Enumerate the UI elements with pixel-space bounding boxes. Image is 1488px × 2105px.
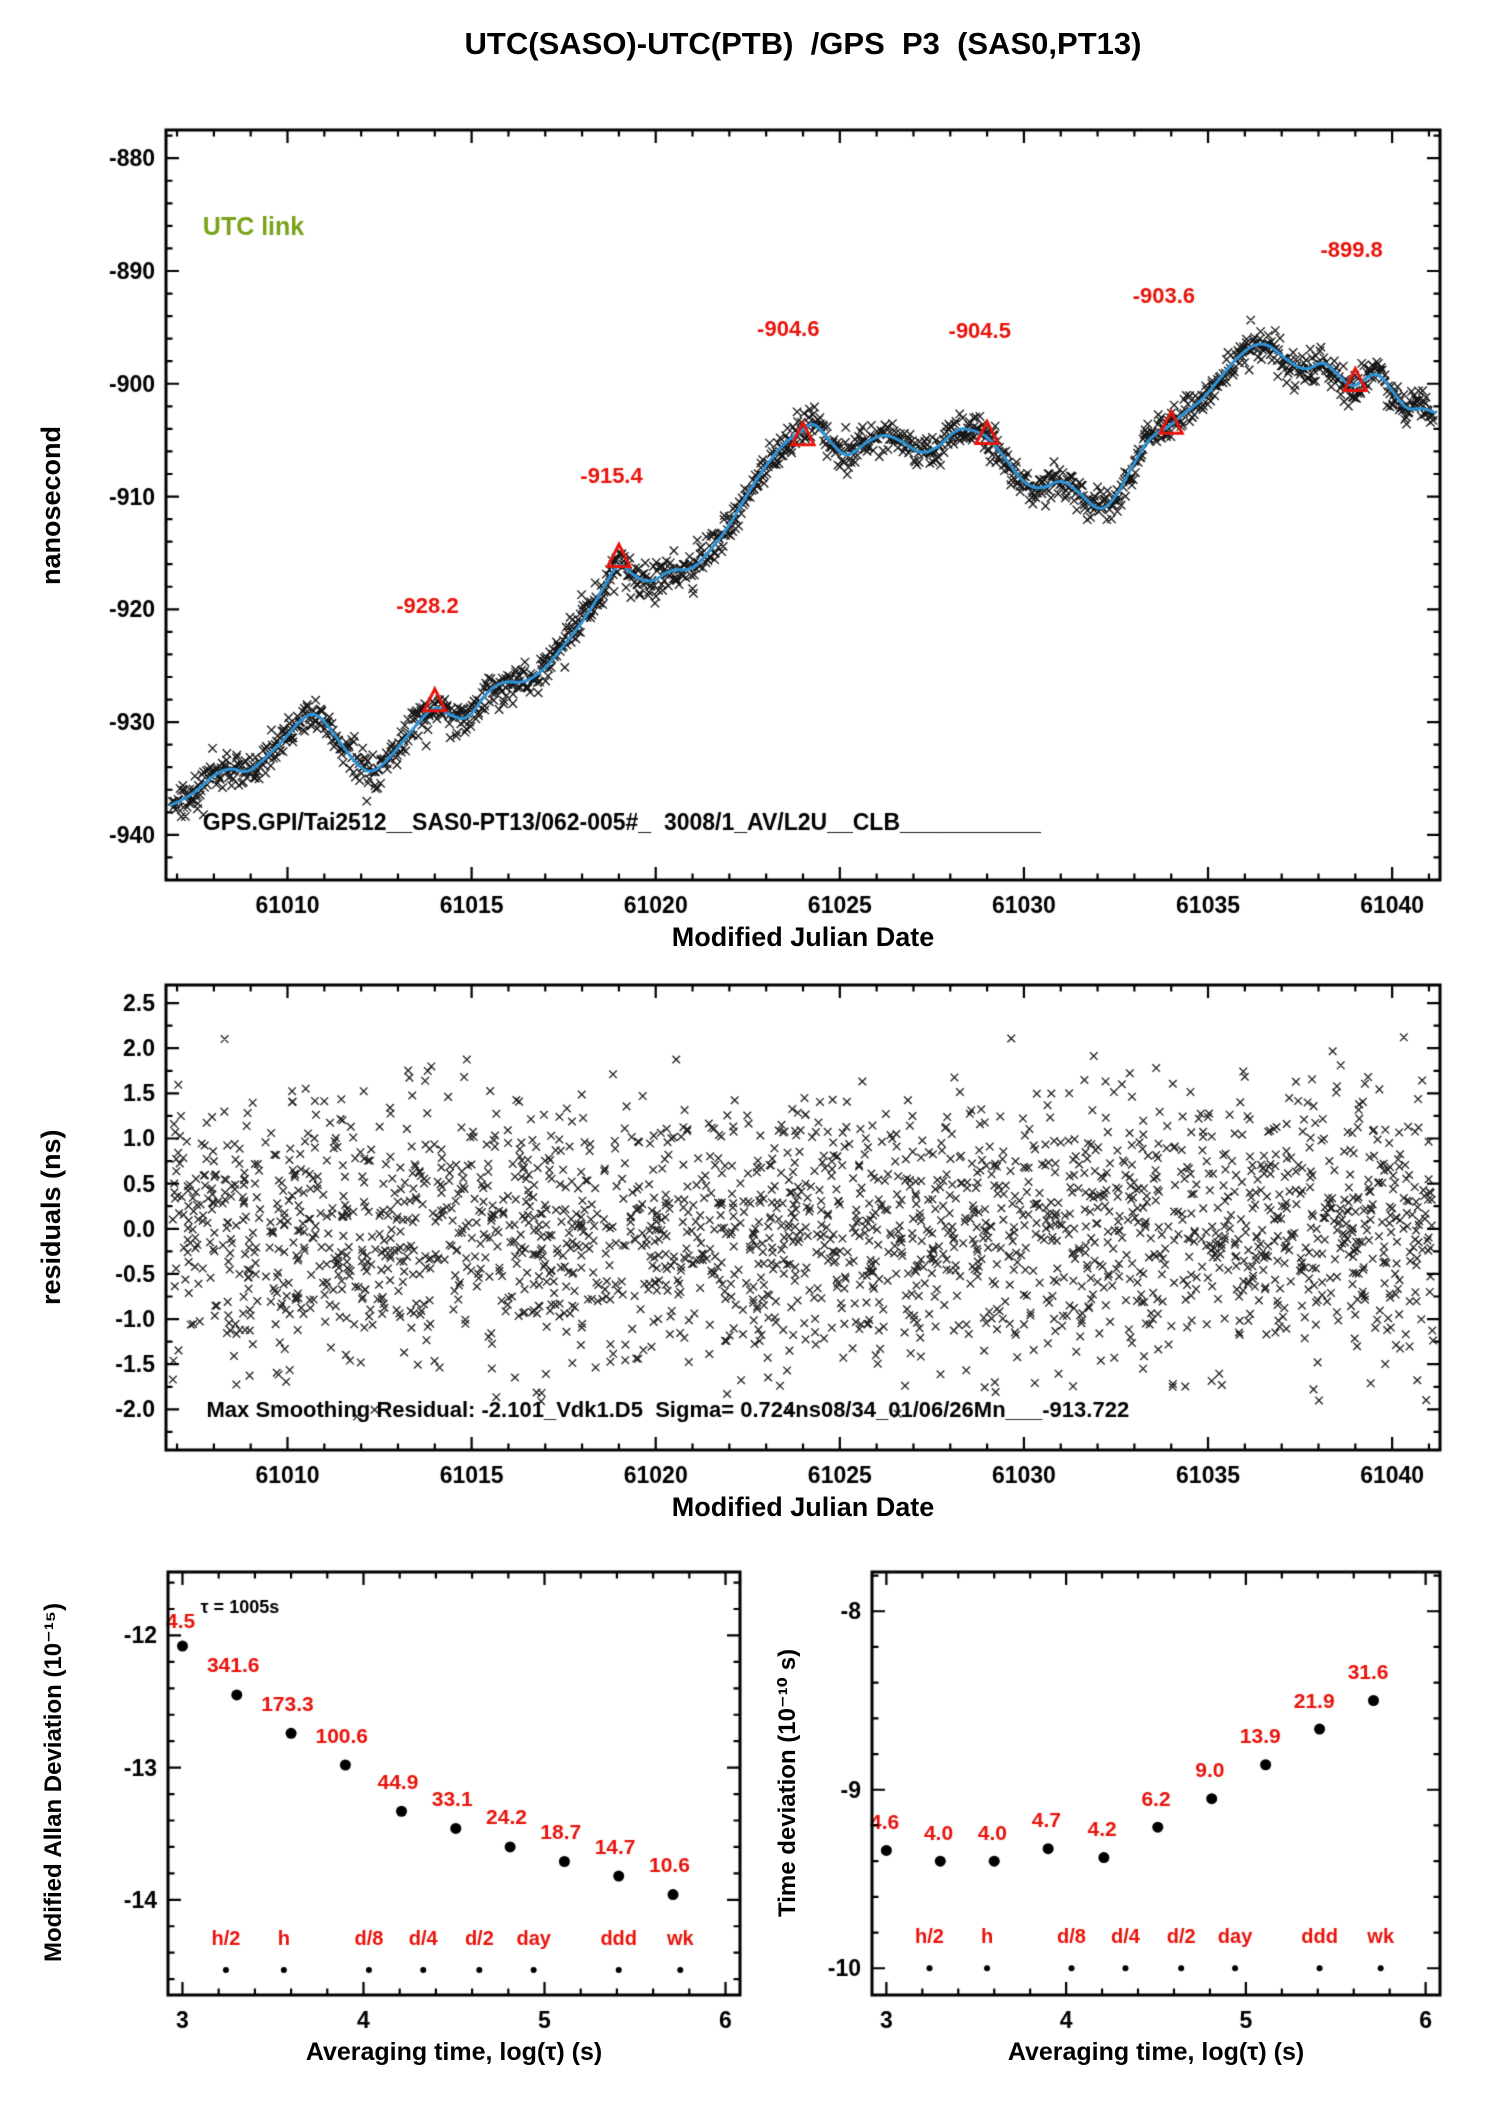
main-x-axis-label: Modified Julian Date — [671, 922, 935, 952]
tdev-x-axis-label: Averaging time, log(τ) (s) — [1007, 2038, 1305, 2066]
residuals-x-axis-label: Modified Julian Date — [671, 1492, 935, 1522]
mdev-x-axis-label: Averaging time, log(τ) (s) — [305, 2038, 603, 2066]
mdev-y-axis-label: Modified Allan Deviation (10⁻¹⁵) — [40, 1602, 67, 1963]
residuals-y-axis-label: residuals (ns) — [36, 1129, 66, 1306]
main-y-axis-label: nanosecond — [36, 425, 66, 585]
chart-title: UTC(SASO)-UTC(PTB) /GPS P3 (SAS0,PT13) — [464, 26, 1142, 61]
tdev-y-axis-label: Time deviation (10⁻¹⁰ s) — [774, 1648, 801, 1917]
